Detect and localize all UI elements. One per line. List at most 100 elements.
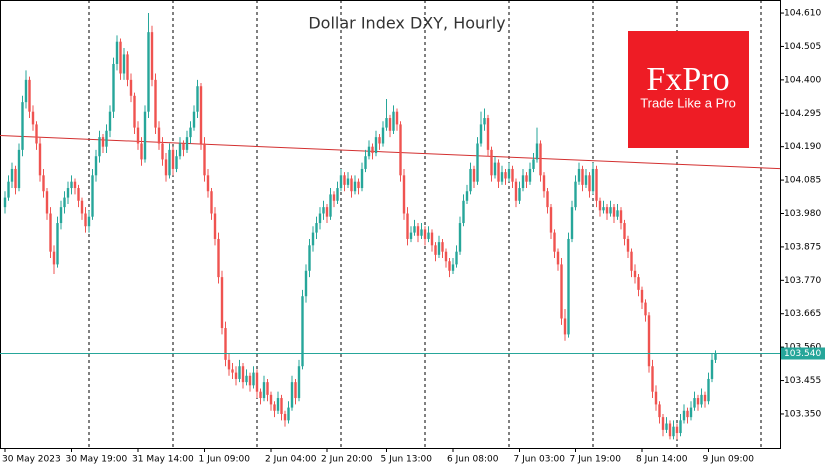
candle-body xyxy=(616,210,619,217)
candle-body xyxy=(360,168,364,189)
candle-body xyxy=(619,210,623,224)
candle-body xyxy=(28,79,31,112)
candle-body xyxy=(332,194,336,201)
candle-body xyxy=(336,188,339,201)
candle-body xyxy=(504,172,507,179)
candle-body xyxy=(290,382,294,408)
candle-body xyxy=(42,175,45,192)
candle-body xyxy=(700,394,703,405)
candle-body xyxy=(465,191,469,201)
candle-body xyxy=(304,270,308,297)
candle-body xyxy=(714,353,717,360)
candle-body xyxy=(259,391,262,399)
candle-body xyxy=(595,168,598,201)
candle-body xyxy=(203,143,206,176)
candle-body xyxy=(70,181,73,189)
candle-body xyxy=(182,143,185,150)
candle-body xyxy=(532,159,535,169)
candle-body xyxy=(420,229,423,236)
candle-body xyxy=(609,207,612,214)
plot-frame xyxy=(0,0,781,449)
candle-body xyxy=(423,229,427,239)
candle-body xyxy=(693,398,696,408)
x-tick-label: 7 Jun 03:00 xyxy=(514,455,566,465)
candle-body xyxy=(161,143,164,160)
candle-body xyxy=(189,127,192,138)
candle-body xyxy=(392,111,395,131)
candle-body xyxy=(154,79,157,128)
candle-body xyxy=(185,137,189,150)
x-tick-label: 6 Jun 08:00 xyxy=(447,455,499,465)
x-tick-label: 5 Jun 13:00 xyxy=(381,455,433,465)
candle-body xyxy=(567,238,570,335)
candle-body xyxy=(563,318,567,335)
candle-body xyxy=(633,270,637,278)
candle-body xyxy=(385,118,388,128)
candle-body xyxy=(101,137,105,147)
candle-body xyxy=(682,410,686,421)
candle-body xyxy=(588,175,591,192)
candle-body xyxy=(462,200,465,224)
logo-tagline: Trade Like a Pro xyxy=(640,95,736,110)
candle-body xyxy=(556,251,560,265)
candle-body xyxy=(661,417,665,430)
candle-body xyxy=(518,188,521,201)
candle-body xyxy=(217,238,220,278)
x-tick-label: 8 Jun 14:00 xyxy=(636,455,688,465)
candle-body xyxy=(143,111,147,160)
candle-body xyxy=(231,369,234,373)
candle-body xyxy=(511,168,514,182)
candle-body xyxy=(525,175,528,182)
y-tick-label: 103.350 xyxy=(784,409,821,419)
candle-body xyxy=(521,175,525,189)
candle-body xyxy=(710,359,714,379)
candle-body xyxy=(196,86,199,112)
candle-body xyxy=(49,213,52,252)
candle-body xyxy=(248,375,252,386)
candle-body xyxy=(637,277,640,290)
candle-body xyxy=(560,264,563,319)
candle-body xyxy=(115,41,119,64)
candle-body xyxy=(469,168,472,192)
candle-body xyxy=(493,162,497,176)
candle-body xyxy=(448,261,451,271)
y-tick-label: 103.770 xyxy=(784,276,821,286)
candle-body xyxy=(59,207,63,224)
candle-body xyxy=(602,207,605,211)
candle-body xyxy=(416,226,420,236)
candle-body xyxy=(133,95,136,128)
x-tick-label: 1 Jun 09:00 xyxy=(199,455,251,465)
candle-body xyxy=(430,232,434,246)
candle-body xyxy=(472,168,476,182)
x-tick-label: 9 Jun 09:00 xyxy=(703,455,755,465)
candle-body xyxy=(252,372,255,386)
y-tick-label: 104.190 xyxy=(784,142,821,152)
candle-body xyxy=(539,143,542,176)
candle-body xyxy=(507,168,511,179)
candle-body xyxy=(574,181,577,208)
candle-body xyxy=(546,191,549,208)
candle-body xyxy=(311,232,315,246)
candle-body xyxy=(276,398,280,411)
candle-body xyxy=(381,127,385,144)
x-tick-label: 2 Jun 20:00 xyxy=(321,455,373,465)
candle-body xyxy=(147,32,150,112)
candle-body xyxy=(427,232,430,239)
candle-body xyxy=(210,191,213,214)
candle-body xyxy=(294,382,297,399)
candle-body xyxy=(413,226,416,233)
y-tick-label: 104.085 xyxy=(784,176,821,186)
candle-body xyxy=(98,137,101,157)
candle-body xyxy=(444,251,448,262)
candle-body xyxy=(591,168,595,192)
candle-body xyxy=(553,232,556,252)
candle-body xyxy=(171,149,175,169)
candle-body xyxy=(280,398,283,414)
candle-body xyxy=(157,127,161,144)
candle-body xyxy=(577,168,581,182)
candle-body xyxy=(206,175,210,192)
candle-body xyxy=(7,181,10,198)
candle-body xyxy=(542,175,546,192)
candle-body xyxy=(399,124,402,176)
logo-box xyxy=(628,31,749,148)
